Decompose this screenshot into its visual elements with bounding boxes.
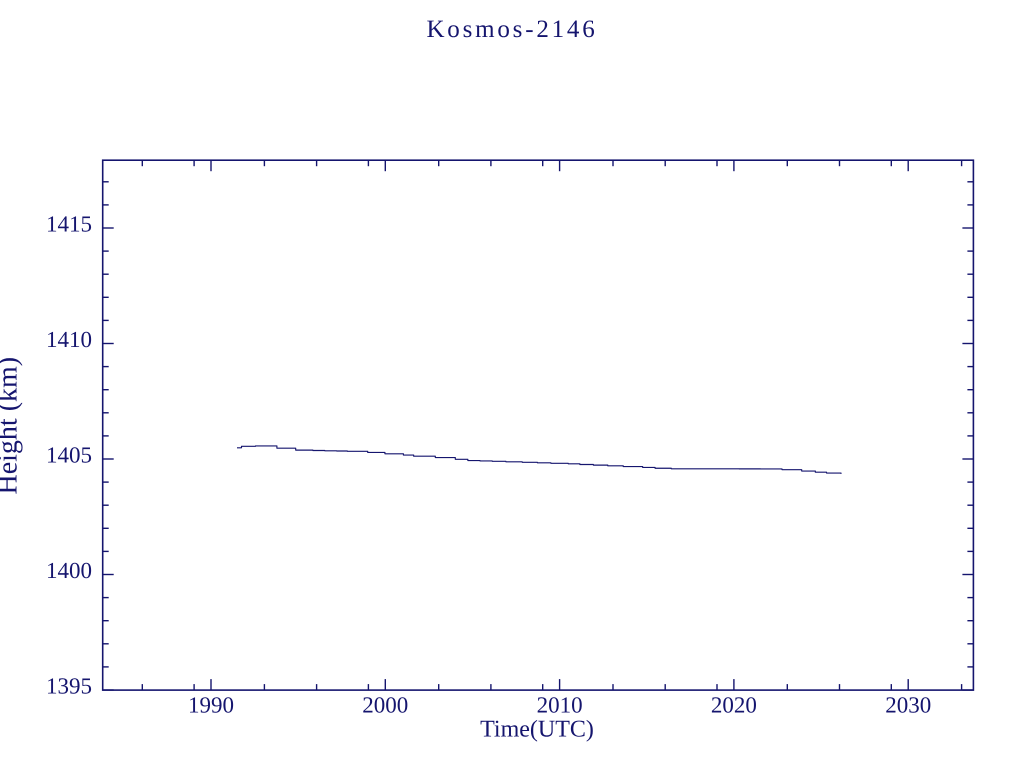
svg-text:2010: 2010 [537,693,583,718]
svg-text:2030: 2030 [885,693,931,718]
svg-text:Height (km): Height (km) [0,357,24,495]
svg-text:1400: 1400 [46,558,92,583]
svg-text:1990: 1990 [188,693,234,718]
svg-text:1405: 1405 [46,442,92,467]
svg-text:2020: 2020 [711,693,757,718]
svg-text:1415: 1415 [46,211,92,236]
svg-text:Kosmos-2146: Kosmos-2146 [426,16,597,43]
svg-text:1410: 1410 [46,327,92,352]
svg-text:Time(UTC): Time(UTC) [480,717,594,743]
svg-text:1395: 1395 [46,673,92,698]
svg-text:2000: 2000 [362,693,408,718]
